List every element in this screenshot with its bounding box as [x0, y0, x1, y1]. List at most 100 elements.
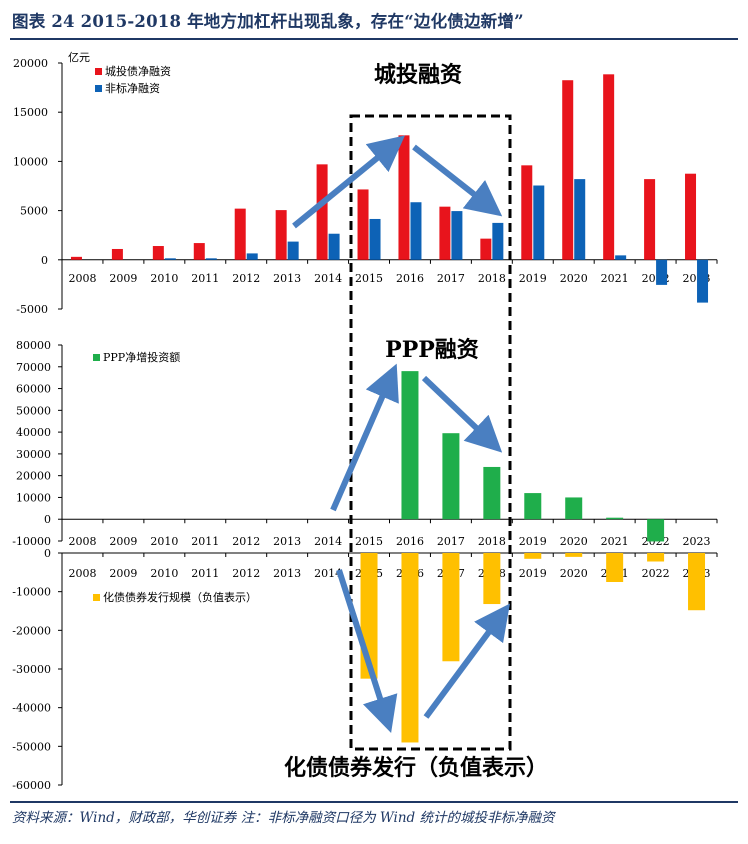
y-tick-label: 10000	[16, 491, 51, 504]
figure-title: 图表 24 2015-2018 年地方加杠杆出现乱象，存在“边化债边新增”	[12, 12, 524, 31]
x-tick-label: 2009	[109, 535, 137, 548]
bar-1-1	[357, 189, 369, 260]
x-tick-label: 2013	[273, 535, 301, 548]
legend-swatch	[95, 68, 102, 75]
bar-3-1	[483, 553, 501, 605]
y-tick-label: 70000	[16, 361, 51, 374]
bar-1-1	[644, 179, 656, 260]
bar-1-2	[451, 211, 463, 260]
y-tick-label: -10000	[12, 586, 51, 599]
highlight-dashed-frame	[349, 114, 512, 751]
y-tick-label: 20000	[16, 470, 51, 483]
bar-3-1	[565, 553, 583, 557]
arrow-bot-down	[336, 569, 398, 734]
arrow-top-up	[292, 135, 406, 229]
legend-label: 非标净融资	[105, 81, 160, 95]
x-tick-label: 2020	[560, 272, 588, 285]
x-tick-label: 2020	[560, 567, 588, 580]
y-unit-label: 亿元	[68, 51, 90, 64]
y-tick-label: 60000	[16, 383, 51, 396]
y-tick-label: 15000	[13, 106, 48, 119]
y-tick-label: -50000	[12, 740, 51, 753]
bar-2-1	[565, 497, 583, 520]
x-tick-label: 2009	[109, 567, 137, 580]
y-tick-label: 0	[41, 254, 48, 267]
y-tick-label: 10000	[13, 155, 48, 168]
bar-1-2	[369, 218, 381, 260]
x-tick-label: 2012	[232, 567, 260, 580]
y-tick-label: 0	[44, 513, 51, 526]
arrow-bot-up	[423, 603, 510, 719]
x-tick-label: 2009	[109, 272, 137, 285]
x-tick-label: 2020	[560, 535, 588, 548]
y-tick-label: 0	[44, 547, 51, 560]
x-tick-label: 2019	[519, 535, 547, 548]
bar-3-1	[688, 553, 706, 611]
y-tick-label: -30000	[12, 663, 51, 676]
x-tick-label: 2014	[314, 272, 342, 285]
bar-2-1	[401, 371, 419, 520]
x-tick-label: 2014	[314, 567, 342, 580]
x-tick-label: 2011	[191, 272, 219, 285]
bar-3-1	[442, 553, 460, 662]
bar-1-1	[70, 256, 82, 260]
bar-1-2	[164, 258, 176, 260]
x-tick-label: 2014	[314, 535, 342, 548]
bar-2-1	[647, 519, 665, 542]
arrow-mid-up	[330, 363, 399, 512]
x-tick-label: 2010	[150, 272, 178, 285]
x-tick-label: 2013	[273, 272, 301, 285]
bottom-rule	[10, 801, 738, 803]
x-tick-label: 2017	[437, 535, 465, 548]
panel-1: 20000 15000 10000 5000 0 -5000 2008 2009 2010 201…	[13, 51, 718, 316]
y-tick-label: 80000	[16, 339, 51, 352]
bar-1-2	[574, 179, 586, 260]
bar-1-1	[685, 173, 697, 260]
bar-2-1	[483, 466, 501, 520]
y-tick-label: -60000	[12, 779, 51, 792]
x-tick-label: 2012	[232, 535, 260, 548]
x-tick-label: 2008	[68, 272, 96, 285]
bar-1-2	[533, 185, 545, 260]
x-tick-label: 2015	[355, 272, 383, 285]
bar-2-1	[442, 433, 460, 520]
x-tick-label: 2015	[355, 535, 383, 548]
x-tick-label: 2022	[642, 567, 670, 580]
x-tick-label: 2012	[232, 272, 260, 285]
y-tick-label: -20000	[12, 624, 51, 637]
y-tick-label: 20000	[13, 57, 48, 70]
bar-1-1	[275, 210, 287, 260]
arrow-top-down	[412, 144, 503, 217]
legend-label: PPP净增投资额	[103, 350, 180, 364]
annotation-bottom: 化债债券发行（负值表示）	[284, 755, 548, 781]
x-tick-label: 2013	[273, 567, 301, 580]
bar-3-1	[401, 553, 419, 743]
x-tick-label: 2021	[601, 535, 629, 548]
y-tick-label: 40000	[16, 426, 51, 439]
annotation-top: 城投融资	[374, 62, 462, 88]
x-tick-label: 2016	[396, 272, 424, 285]
bar-1-1	[562, 80, 574, 260]
bar-1-2	[328, 233, 340, 260]
bar-1-1	[234, 208, 246, 260]
x-tick-label: 2010	[150, 535, 178, 548]
panel-2: 80000 70000 60000 50000 40000 30000 20000 10000…	[12, 339, 718, 548]
annotation-middle: PPP融资	[385, 337, 479, 363]
x-tick-label: 2016	[396, 535, 424, 548]
bar-1-2	[287, 241, 299, 260]
legend-label: 城投债净融资	[105, 64, 171, 78]
bar-1-2	[492, 222, 504, 260]
bar-3-1	[606, 553, 624, 582]
bar-1-1	[111, 248, 123, 260]
bar-1-1	[521, 165, 533, 260]
y-tick-label: 5000	[20, 205, 48, 218]
x-tick-label: 2011	[191, 535, 219, 548]
arrow-mid-down	[421, 375, 503, 453]
bar-1-1	[152, 246, 164, 260]
legend-label: 化债债券发行规模（负值表示）	[103, 590, 257, 604]
title-rule	[10, 38, 738, 40]
x-tick-label: 2008	[68, 535, 96, 548]
x-tick-label: 2023	[683, 535, 711, 548]
source-note: 资料来源：Wind，财政部，华创证券 注：非标净融资口径为 Wind 统计的城投…	[12, 810, 555, 826]
legend-swatch	[93, 354, 100, 361]
